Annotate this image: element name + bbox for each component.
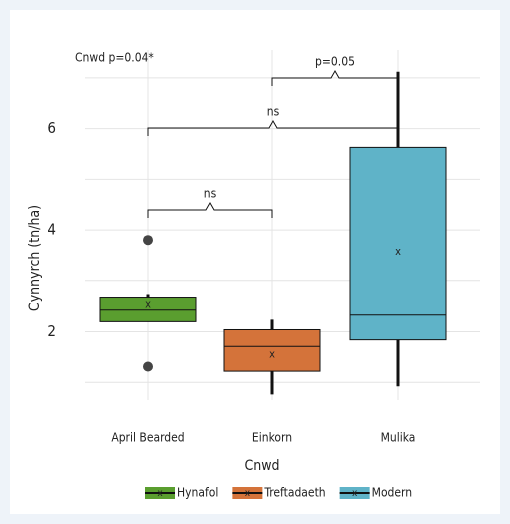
x-tick-label: Mulika	[381, 431, 416, 445]
comparison-label: p=0.05	[315, 55, 355, 69]
mean-marker: x	[395, 245, 401, 258]
comparison-label: ns	[267, 105, 280, 119]
bracket	[147, 201, 273, 218]
outlier	[143, 235, 153, 246]
y-axis-title: Cynnyrch (tn/ha)	[27, 205, 43, 311]
bracket	[271, 69, 399, 86]
comparison-label: ns	[204, 187, 217, 201]
x-axis-title: Cnwd	[244, 458, 279, 474]
legend-mark: x	[245, 488, 251, 499]
outlier	[143, 361, 153, 372]
box	[349, 146, 447, 341]
legend-label: Treftadaeth	[263, 486, 325, 500]
box	[223, 328, 321, 372]
y-tick-label: 2	[47, 322, 56, 340]
legend-label: Hynafol	[177, 486, 218, 500]
mean-marker: x	[269, 347, 275, 360]
x-tick-label: Einkorn	[252, 431, 292, 445]
y-tick-label: 4	[47, 221, 56, 239]
mean-marker: x	[145, 298, 151, 311]
bracket	[147, 119, 399, 136]
legend-mark: x	[157, 488, 163, 499]
legend-mark: x	[352, 488, 358, 499]
legend-label: Modern	[372, 486, 413, 500]
annotation: Cnwd p=0.04*	[75, 51, 154, 65]
x-tick-label: April Bearded	[111, 431, 184, 445]
y-tick-label: 6	[47, 119, 56, 137]
